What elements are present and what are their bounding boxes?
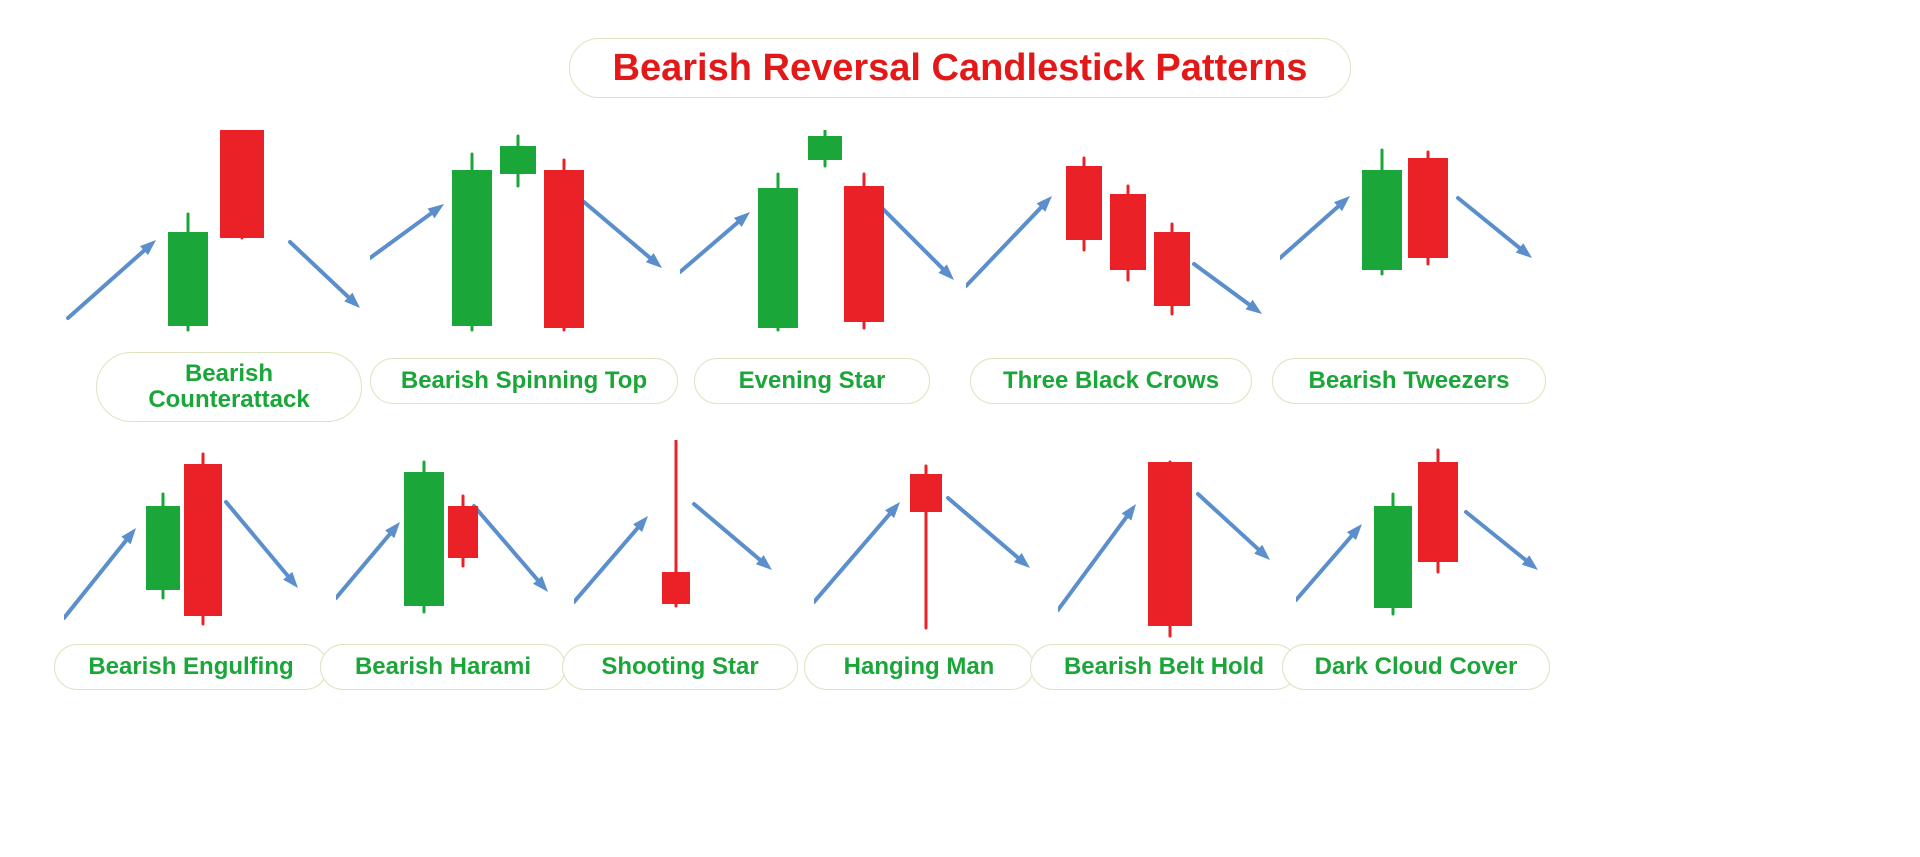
candlestick xyxy=(1148,462,1192,636)
candlestick xyxy=(1374,494,1412,614)
trend-arrow-icon xyxy=(1296,524,1362,600)
pattern-label: Bearish Harami xyxy=(320,644,566,690)
pattern-label: Bearish Engulfing xyxy=(54,644,328,690)
candlestick xyxy=(448,496,478,566)
pattern-label: Three Black Crows xyxy=(970,358,1252,404)
trend-arrow-icon xyxy=(336,522,400,598)
pattern-chart xyxy=(1058,440,1278,640)
trend-arrow-icon xyxy=(574,516,648,602)
candlestick xyxy=(452,154,492,330)
trend-arrow-icon xyxy=(880,206,954,280)
trend-arrow-icon xyxy=(1058,504,1136,610)
pattern-chart xyxy=(60,130,360,350)
candlestick xyxy=(1066,158,1102,250)
candlestick xyxy=(910,466,942,628)
trend-arrow-icon xyxy=(1194,264,1262,314)
pattern-label: Bearish Counterattack xyxy=(96,352,362,422)
pattern-chart xyxy=(64,440,314,640)
candlestick xyxy=(500,136,536,186)
pattern-chart xyxy=(336,440,566,640)
candlestick xyxy=(404,462,444,612)
pattern-chart xyxy=(574,440,794,640)
candlestick xyxy=(1362,150,1402,274)
trend-arrow-icon xyxy=(474,506,548,592)
trend-arrow-icon xyxy=(680,212,750,272)
candlestick xyxy=(146,494,180,598)
pattern-chart xyxy=(966,130,1266,350)
trend-arrow-icon xyxy=(584,202,662,268)
trend-arrow-icon xyxy=(694,504,772,570)
page-title: Bearish Reversal Candlestick Patterns xyxy=(569,38,1351,98)
candlestick xyxy=(1408,152,1448,264)
trend-arrow-icon xyxy=(1458,198,1532,258)
pattern-chart xyxy=(680,130,960,350)
trend-arrow-icon xyxy=(64,528,136,618)
pattern-chart xyxy=(814,440,1044,640)
trend-arrow-icon xyxy=(1198,494,1270,560)
candlestick xyxy=(1418,450,1458,572)
candlestick xyxy=(808,130,842,166)
pattern-chart xyxy=(1280,130,1540,350)
candlestick xyxy=(184,454,222,624)
candlestick xyxy=(1110,186,1146,280)
trend-arrow-icon xyxy=(966,196,1052,286)
pattern-chart xyxy=(370,130,670,350)
trend-arrow-icon xyxy=(814,502,900,602)
trend-arrow-icon xyxy=(1280,196,1350,258)
candlestick xyxy=(544,160,584,330)
pattern-label: Shooting Star xyxy=(562,644,798,690)
pattern-label: Hanging Man xyxy=(804,644,1034,690)
pattern-label: Bearish Tweezers xyxy=(1272,358,1546,404)
trend-arrow-icon xyxy=(948,498,1030,568)
candlestick xyxy=(1154,224,1190,314)
pattern-label: Bearish Spinning Top xyxy=(370,358,678,404)
candlestick xyxy=(168,214,208,330)
trend-arrow-icon xyxy=(290,242,360,308)
trend-arrow-icon xyxy=(68,240,156,318)
candlestick xyxy=(844,174,884,328)
candlestick xyxy=(220,130,264,238)
trend-arrow-icon xyxy=(1466,512,1538,570)
pattern-chart xyxy=(1296,440,1540,640)
trend-arrow-icon xyxy=(226,502,298,588)
pattern-label: Evening Star xyxy=(694,358,930,404)
pattern-label: Bearish Belt Hold xyxy=(1030,644,1298,690)
candlestick xyxy=(662,440,690,606)
trend-arrow-icon xyxy=(370,204,444,258)
pattern-label: Dark Cloud Cover xyxy=(1282,644,1550,690)
candlestick xyxy=(758,174,798,330)
